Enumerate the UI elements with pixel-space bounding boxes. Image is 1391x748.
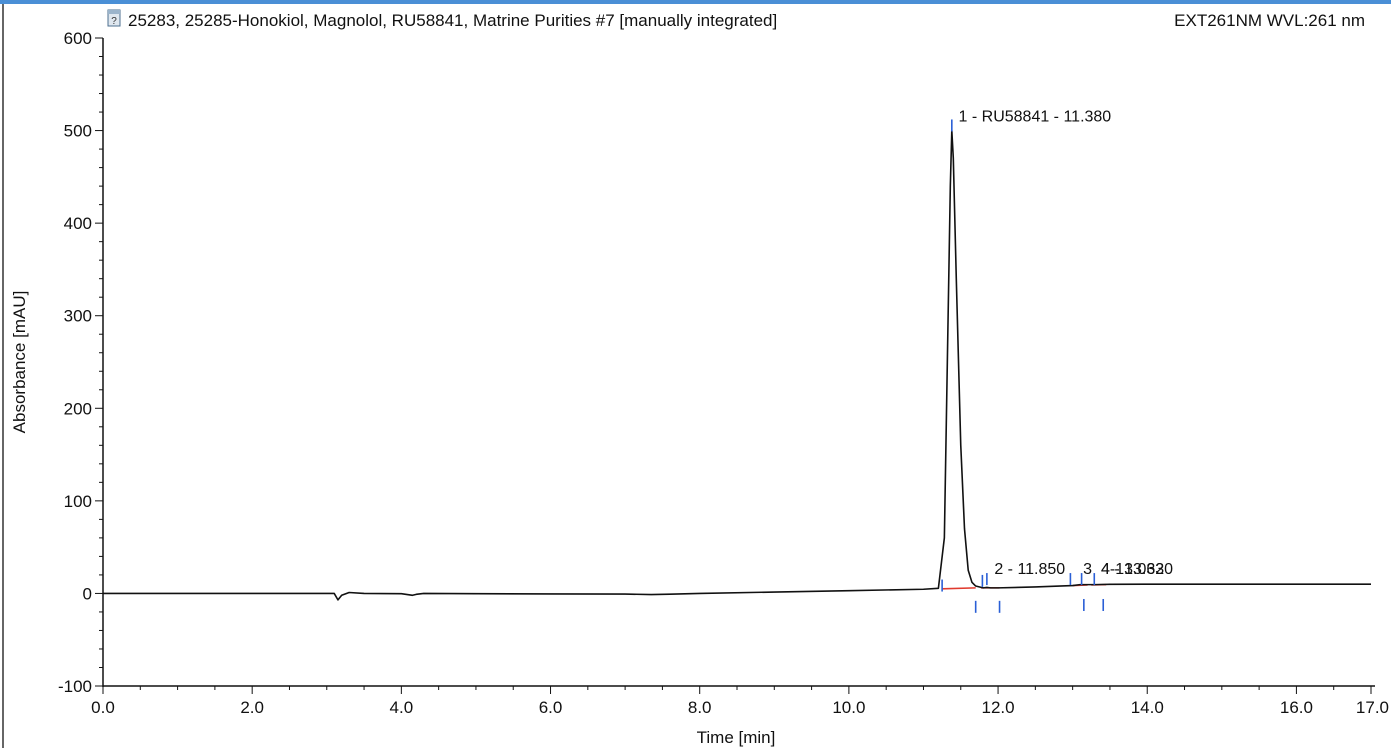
channel-label: EXT261NM WVL:261 nm	[1174, 11, 1365, 30]
peak-label-layer: 1 - RU58841 - 11.380 2 - 11.850 3 4 - 13.32…	[959, 108, 1174, 578]
x-tick-label: 10.0	[832, 698, 865, 717]
x-tick-label: 12.0	[982, 698, 1015, 717]
x-tick-label: 14.0	[1131, 698, 1164, 717]
trace-layer	[103, 129, 1371, 601]
x-axis-label: Time [min]	[697, 728, 776, 747]
y-tick-label: 200	[64, 399, 92, 418]
x-tick-label: 6.0	[539, 698, 563, 717]
y-tick-label: 300	[64, 307, 92, 326]
svg-text:?: ?	[111, 16, 117, 27]
y-tick-label: 600	[64, 29, 92, 48]
x-tick-label: 8.0	[688, 698, 712, 717]
y-axis-label: Absorbance [mAU]	[10, 291, 29, 434]
x-tick-label: 4.0	[390, 698, 414, 717]
peak-label: 1 - RU58841 - 11.380	[959, 108, 1112, 125]
baseline-segment	[942, 587, 976, 590]
y-tick-label: 0	[83, 584, 92, 603]
peak-label: 3	[1083, 561, 1092, 578]
y-tick-label: 500	[64, 122, 92, 141]
x-tick-label: 17.0	[1356, 698, 1389, 717]
report-icon: ?	[107, 9, 121, 27]
chart-title: 25283, 25285-Honokiol, Magnolol, RU58841…	[128, 11, 777, 30]
peak-label: 4 - 13.320	[1101, 561, 1173, 578]
x-tick-label: 16.0	[1280, 698, 1313, 717]
y-tick-label: 100	[64, 492, 92, 511]
top-band	[0, 0, 1391, 4]
y-tick-label: -100	[58, 677, 92, 696]
axes-layer: 600 500 400 300 200 100 0 -100 0.0 2.0 4.0 6.0 8.0 10…	[58, 29, 1389, 717]
x-tick-label: 2.0	[240, 698, 264, 717]
marker-layer	[941, 119, 1105, 613]
chromatogram-trace	[103, 129, 1371, 601]
peak-label: 4-13.063	[1101, 561, 1164, 578]
y-tick-label: 400	[64, 214, 92, 233]
x-tick-label: 0.0	[91, 698, 115, 717]
peak-label: 2 - 11.850	[994, 561, 1065, 578]
